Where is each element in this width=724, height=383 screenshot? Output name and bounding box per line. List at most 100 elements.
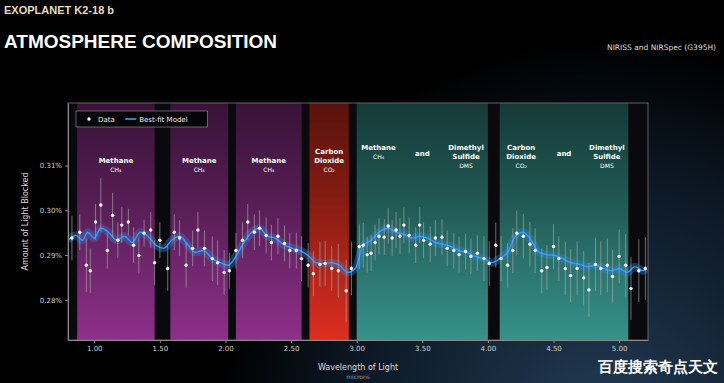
plot-area xyxy=(68,103,647,340)
data-point xyxy=(506,264,509,267)
data-point xyxy=(599,267,602,270)
x-tick-label: 3.50 xyxy=(415,345,431,353)
y-axis: 0.28%0.29%0.30%0.31% xyxy=(40,104,69,341)
band-label: CH₄ xyxy=(110,166,122,173)
data-point xyxy=(158,239,161,242)
band-label: CO₂ xyxy=(323,166,335,173)
data-point xyxy=(617,255,620,258)
y-tick-label: 0.29% xyxy=(40,252,63,260)
data-point xyxy=(528,243,531,246)
x-tick-label: 5.00 xyxy=(612,345,628,353)
data-point xyxy=(362,244,365,247)
data-point xyxy=(358,245,361,248)
data-point xyxy=(422,239,425,242)
x-tick-mark xyxy=(554,340,555,343)
data-point xyxy=(196,228,199,231)
data-point xyxy=(464,250,467,253)
x-axis-line xyxy=(69,340,649,341)
x-tick-mark xyxy=(488,340,489,343)
x-tick-mark xyxy=(225,340,226,343)
x-axis-title: Wavelength of Light xyxy=(318,363,398,372)
data-point xyxy=(99,203,102,206)
title: ATMOSPHERE COMPOSITION xyxy=(4,31,277,52)
x-tick-mark xyxy=(160,340,161,343)
data-point xyxy=(476,252,479,255)
data-point xyxy=(457,253,460,256)
data-point xyxy=(85,264,88,267)
band xyxy=(170,103,228,340)
data-point xyxy=(377,235,380,238)
legend-swatch xyxy=(87,117,90,120)
data-point xyxy=(276,235,279,238)
band-label: and xyxy=(557,150,572,158)
band-label: Methane xyxy=(182,157,217,165)
data-point xyxy=(637,269,640,272)
data-point xyxy=(127,220,130,223)
x-tick-mark xyxy=(619,340,620,343)
band-label: Dioxide xyxy=(506,153,536,161)
data-point xyxy=(149,228,152,231)
x-tick-label: 2.00 xyxy=(218,345,234,353)
data-point xyxy=(515,231,518,234)
band-label: Carbon xyxy=(507,144,535,152)
band-label: CH₄ xyxy=(194,166,206,173)
data-point xyxy=(173,231,176,234)
data-point xyxy=(499,257,502,260)
data-point xyxy=(606,264,609,267)
data-point xyxy=(211,257,214,260)
band-label: Dimethyl xyxy=(589,144,625,152)
x-tick: 2.00 xyxy=(218,340,234,353)
band xyxy=(236,103,302,340)
x-tick: 4.00 xyxy=(481,340,497,353)
data-point xyxy=(78,231,81,234)
data-point xyxy=(132,244,135,247)
band-label: Carbon xyxy=(315,148,343,156)
data-point xyxy=(300,257,303,260)
data-point xyxy=(644,267,647,270)
data-point xyxy=(116,239,119,242)
data-point xyxy=(569,274,572,277)
band-label: CO₂ xyxy=(515,162,527,169)
x-tick: 3.00 xyxy=(349,340,365,353)
data-point xyxy=(111,214,114,217)
data-point xyxy=(288,249,291,252)
x-tick-label: 1.50 xyxy=(153,345,169,353)
supertitle: EXOPLANET K2-18 b xyxy=(4,4,114,16)
y-tick-mark xyxy=(65,300,68,301)
data-point xyxy=(369,252,372,255)
data-point xyxy=(494,244,497,247)
x-tick-label: 2.50 xyxy=(284,345,300,353)
band xyxy=(309,103,348,340)
legend-box xyxy=(76,111,207,127)
data-point xyxy=(629,287,632,290)
data-point xyxy=(540,269,543,272)
data-point xyxy=(383,235,386,238)
x-tick-mark xyxy=(291,340,292,343)
y-axis-title: Amount of Light Blocked xyxy=(21,172,30,270)
plot-frame xyxy=(68,103,648,340)
x-tick: 3.50 xyxy=(415,340,431,353)
data-point xyxy=(533,249,536,252)
x-tick-mark xyxy=(422,340,423,343)
data-point xyxy=(312,272,315,275)
data-point xyxy=(306,264,309,267)
x-tick: 4.50 xyxy=(546,340,562,353)
y-tick-mark xyxy=(65,166,68,167)
chart: EXOPLANET K2-18 b ATMOSPHERE COMPOSITION N… xyxy=(0,0,724,383)
band-label: Sulfide xyxy=(593,153,621,161)
data-point xyxy=(414,244,417,247)
data-point xyxy=(418,223,421,226)
data-point xyxy=(241,239,244,242)
source: 百度搜索奇点天文 xyxy=(597,358,718,376)
data-point xyxy=(552,245,555,248)
data-point xyxy=(594,263,597,266)
y-tick: 0.29% xyxy=(40,252,68,260)
subtitle: NIRISS and NIRSpec (G395H) xyxy=(607,43,716,52)
data-point xyxy=(434,236,437,239)
legend: DataBest-fit Model xyxy=(76,111,207,127)
data-point xyxy=(469,255,472,258)
x-tick: 1.50 xyxy=(153,340,169,353)
x-axis-unit: microns xyxy=(346,373,370,380)
band xyxy=(357,103,488,340)
data-point xyxy=(587,288,590,291)
